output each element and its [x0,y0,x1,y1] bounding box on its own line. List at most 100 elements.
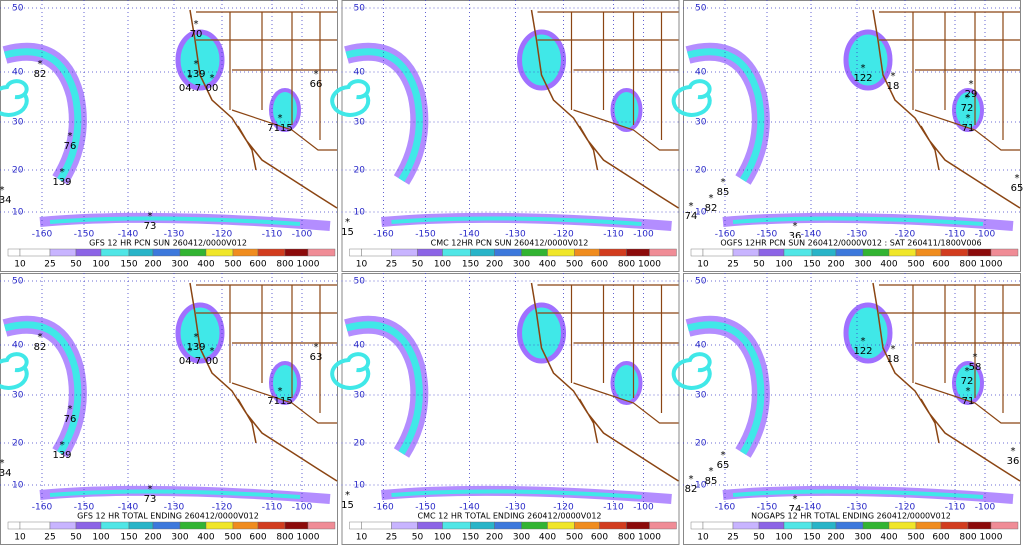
lon-label: -140 [801,503,822,513]
station-value: 82 [685,484,698,495]
station-marker: * [38,59,43,70]
precip-swirl [0,79,29,117]
precip-swirl [671,79,712,117]
colorbar-swatch [391,521,418,530]
station-marker: * [60,440,65,451]
colorbar-swatch [417,248,443,257]
precip-tropics-core [732,216,984,226]
colorbar-label: 50 [753,260,765,270]
colorbar-label: 150 [462,260,479,270]
colorbar-label: 25 [386,533,397,543]
station-value: 15 [341,227,354,238]
station-marker: * [861,63,866,74]
colorbar-label: 200 [827,260,844,270]
colorbar-label: 500 [224,533,241,543]
colorbar-swatch [75,248,102,257]
precip-tropics-core [391,216,642,226]
colorbar-label: 800 [618,260,635,270]
station-value: 85 [705,476,718,487]
station-value: 82 [34,69,47,80]
station-marker: * [148,484,153,495]
lat-label: 30 [12,391,24,401]
colorbar-label: 100 [775,533,792,543]
station-marker: * [148,211,153,222]
colorbar-label: 1000 [638,260,661,270]
lon-label: -100 [292,230,313,240]
colorbar-label: 500 [907,533,924,543]
station-value: 36 [1007,456,1020,467]
colorbar-label: 800 [276,260,293,270]
station-marker: * [278,386,283,397]
station-marker: * [68,404,73,415]
colorbar-label: 100 [92,260,109,270]
lon-label: -110 [603,230,624,240]
title-strip [1,511,337,521]
station-marker: * [210,73,215,84]
colorbar-label: 1000 [980,260,1003,270]
borders [879,284,1020,424]
station-marker: * [0,458,5,469]
precip-swirl [330,352,371,390]
colorbar-label: 150 [462,533,479,543]
lon-label: -140 [118,503,139,513]
panel-title: GFS 12 HR TOTAL ENDING 260412/0000V012 [77,512,259,521]
station-value: 134 [0,468,12,479]
colorbar-label: 300 [854,533,871,543]
station-marker: * [969,79,974,90]
lon-label: -100 [633,230,654,240]
colorbar-swatch [702,248,734,257]
colorbar-label: 50 [70,533,82,543]
colorbar-label: 50 [70,260,82,270]
colorbar-label: 300 [854,260,871,270]
colorbar-label: 1000 [980,533,1003,543]
colorbar-swatch [940,521,969,530]
lon-label: -150 [415,230,436,240]
lon-label: -100 [975,230,996,240]
colorbar-label: 100 [775,260,792,270]
panel-title: CMC 12HR PCN SUN 260412/0000V012 [431,239,589,248]
lat-label: 10 [354,208,366,218]
colorbar-swatch [967,521,992,530]
colorbar-swatch [7,521,21,530]
panel-title: OGFS 12HR PCN SUN 260412/0000V012 : SAT … [720,239,981,248]
colorbar-swatch [732,248,760,257]
station-value: 76 [64,141,77,152]
colorbar-swatch [758,521,785,530]
station-value: 00 [206,356,219,367]
lon-label: -150 [757,503,778,513]
colorbar-swatch [494,248,522,257]
colorbar-swatch [835,521,864,530]
colorbar-label: 400 [880,260,897,270]
colorbar-label: 300 [513,533,530,543]
colorbar-label: 600 [249,533,266,543]
title-strip [684,511,1020,521]
colorbar-swatch [284,521,309,530]
station-value: 82 [34,342,47,353]
colorbar-swatch [128,521,154,530]
lat-label: 20 [12,439,24,449]
station-marker: * [345,217,350,228]
station-value: 139 [186,342,205,353]
lat-label: 10 [695,481,707,491]
precip-core [687,321,765,455]
colorbar-label: 10 [697,533,709,543]
station-value: 73 [144,494,157,505]
colorbar-swatch [835,248,864,257]
colorbar-swatch [862,521,890,530]
colorbar-label: 25 [727,533,738,543]
colorbar-swatch [361,521,392,530]
station-value: 122 [853,73,872,84]
lat-label: 30 [12,118,24,128]
colorbar-label: 400 [539,260,556,270]
station-value: 73 [144,221,157,232]
colorbar-swatch [100,521,130,530]
colorbar-swatch [811,521,837,530]
lon-label: -120 [212,230,233,240]
lat-label: 10 [695,208,707,218]
colorbar-label: 200 [486,260,503,270]
colorbar-label: 600 [591,260,608,270]
colorbar-swatch [990,248,1019,257]
